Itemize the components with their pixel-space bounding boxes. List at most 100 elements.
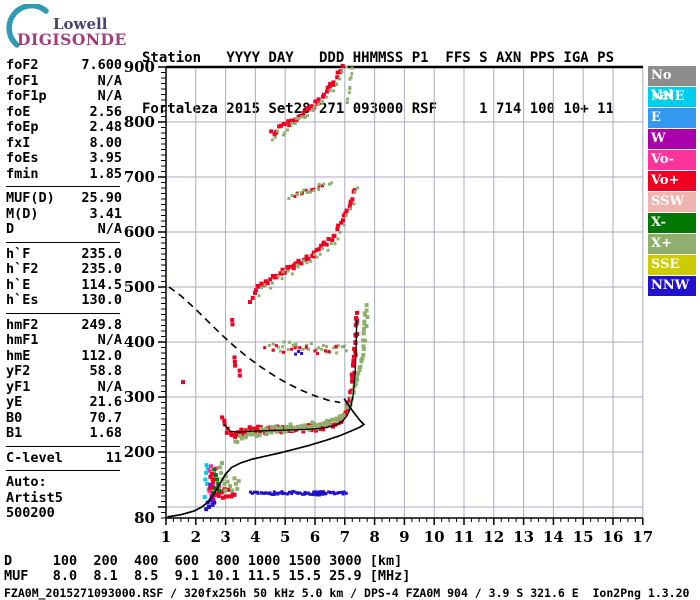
distance-scale-row: D 100 200 400 600 800 1000 1500 3000 [km… bbox=[4, 553, 403, 569]
legend-item-vo+: Vo+ bbox=[648, 171, 696, 191]
legend-item-sse: SSE bbox=[648, 255, 696, 275]
x-axis-label-13: 13 bbox=[513, 528, 534, 546]
parameter-row-yf1: yF1 N/A bbox=[6, 378, 122, 396]
parameter-label: foF1 bbox=[6, 72, 39, 89]
autoscaling-line: Auto: bbox=[6, 474, 47, 490]
parameter-row-fof1: foF1 N/A bbox=[6, 72, 122, 90]
parameter-row-fof2: foF2 7.600 bbox=[6, 57, 122, 74]
parameter-row-foes: foEs 3.95 bbox=[6, 150, 122, 167]
y-axis-label-700: 700 bbox=[124, 168, 155, 186]
parameter-value: 3.41 bbox=[89, 205, 122, 222]
x-axis-label-15: 15 bbox=[573, 528, 594, 546]
parameter-label: foEp bbox=[6, 119, 39, 135]
y-axis-label-80: 80 bbox=[134, 509, 155, 527]
parameter-value: 112.0 bbox=[81, 347, 122, 364]
parameter-value: 25.90 bbox=[81, 190, 122, 206]
parameter-row-md: M(D) 3.41 bbox=[6, 205, 122, 223]
parameter-row-hes: h`Es 130.0 bbox=[6, 292, 122, 309]
trace-es-cluster-vo-plus-spread bbox=[208, 472, 216, 485]
parameter-value: 11 bbox=[105, 449, 122, 466]
panel-divider bbox=[6, 186, 120, 187]
parameter-row-he: h`E 114.5 bbox=[6, 276, 122, 294]
parameter-label: yF1 bbox=[6, 378, 31, 395]
autoscaling-info: Auto: Artist5 500200 bbox=[6, 474, 122, 522]
parameter-row-clevel: C-level 11 bbox=[6, 449, 122, 467]
true-height-profile bbox=[167, 398, 366, 518]
x-axis-label-6: 6 bbox=[310, 528, 320, 546]
parameter-value: 7.600 bbox=[81, 57, 122, 73]
parameter-value: N/A bbox=[97, 378, 122, 395]
parameter-row-hf: h`F 235.0 bbox=[6, 245, 122, 263]
parameter-row-hmf1: hmF1 N/A bbox=[6, 332, 122, 349]
trace-es-cluster-x-plus bbox=[217, 461, 241, 493]
logo-arc-icon bbox=[6, 2, 49, 48]
parameter-row-mufd: MUF(D) 25.90 bbox=[6, 190, 122, 207]
panel-divider bbox=[6, 312, 120, 314]
parameter-label: D bbox=[6, 221, 15, 237]
parameter-value: 3.95 bbox=[89, 150, 122, 166]
x-axis-label-5: 5 bbox=[280, 528, 290, 546]
parameter-row-b1: B1 1.68 bbox=[6, 425, 122, 442]
legend-item-w: W bbox=[648, 129, 696, 149]
autoscaling-line: Artist5 bbox=[6, 489, 63, 506]
parameter-label: foF1p bbox=[6, 88, 47, 104]
parameter-label: fxI bbox=[6, 134, 31, 151]
parameter-value: 1.68 bbox=[89, 425, 122, 441]
parameter-label: yF2 bbox=[6, 363, 31, 379]
parameter-label: MUF(D) bbox=[6, 190, 55, 206]
footer-block: D 100 200 400 600 800 1000 1500 3000 [km… bbox=[4, 553, 689, 600]
parameter-label: hmF1 bbox=[6, 332, 39, 348]
parameter-value: N/A bbox=[97, 332, 122, 348]
x-axis-label-17: 17 bbox=[632, 528, 653, 546]
trace-es-cluster-x-minus bbox=[211, 467, 221, 495]
panel-divider bbox=[6, 241, 120, 243]
parameter-value: 8.00 bbox=[89, 134, 122, 151]
parameter-value: N/A bbox=[97, 72, 122, 89]
legend-item-noval: No Val bbox=[648, 66, 696, 103]
x-axis-label-8: 8 bbox=[369, 528, 379, 546]
x-axis-label-3: 3 bbox=[220, 528, 230, 546]
trace-f2-hop-o-mode bbox=[248, 188, 357, 304]
parameter-row-ye: yE 21.6 bbox=[6, 394, 122, 411]
parameter-row-hmf2: hmF2 249.8 bbox=[6, 316, 122, 334]
parameter-label: h`Es bbox=[6, 292, 39, 308]
parameter-value: 114.5 bbox=[81, 276, 122, 293]
parameter-row-d: D N/A bbox=[6, 221, 122, 238]
parameter-value: N/A bbox=[97, 88, 122, 104]
parameter-row-hf2: h`F2 235.0 bbox=[6, 261, 122, 278]
trace-f2-hop-x-mode bbox=[257, 186, 360, 298]
parameter-label: B0 bbox=[6, 409, 23, 426]
parameter-label: hmF2 bbox=[6, 316, 39, 333]
x-axis-label-10: 10 bbox=[424, 528, 445, 546]
trace-f3-hop-x-mode bbox=[270, 65, 349, 142]
parameter-row-fmin: fmin 1.85 bbox=[6, 166, 122, 183]
trace-es-cluster-nne bbox=[202, 463, 211, 500]
x-axis-label-1: 1 bbox=[161, 528, 171, 546]
trace-es-trace-nnw-blob bbox=[312, 490, 325, 497]
y-axis-label-500: 500 bbox=[124, 278, 155, 296]
trace-f1-trace-x-mode bbox=[233, 303, 370, 444]
parameter-label: h`E bbox=[6, 276, 31, 293]
parameter-row-foe: foE 2.56 bbox=[6, 103, 122, 121]
y-axis-label-600: 600 bbox=[124, 223, 155, 241]
parameter-label: h`F2 bbox=[6, 261, 39, 277]
scaled-parameters-panel: foF2 7.600 foF1 N/A foF1p N/A foE 2.56 foEp 2.48 f… bbox=[6, 57, 122, 522]
parameter-value: 2.56 bbox=[89, 103, 122, 120]
x-axis-label-11: 11 bbox=[454, 528, 475, 546]
parameter-value: 235.0 bbox=[81, 261, 122, 277]
trace-spread-layer-o bbox=[263, 344, 338, 356]
y-axis-label-200: 200 bbox=[124, 443, 155, 461]
y-axis-label-800: 800 bbox=[124, 113, 155, 131]
y-axis-label-900: 900 bbox=[124, 58, 155, 76]
trace-spread-layer-blue bbox=[294, 349, 304, 356]
parameter-row-foep: foEp 2.48 bbox=[6, 119, 122, 136]
trace-f2-stratification-x bbox=[287, 181, 333, 200]
parameter-label: yE bbox=[6, 394, 23, 410]
parameter-row-yf2: yF2 58.8 bbox=[6, 363, 122, 380]
y-axis-label-300: 300 bbox=[124, 388, 155, 406]
parameter-label: h`F bbox=[6, 245, 31, 262]
x-axis-label-9: 9 bbox=[399, 528, 409, 546]
legend-item-x+: X+ bbox=[648, 234, 696, 254]
x-axis-label-16: 16 bbox=[603, 528, 624, 546]
